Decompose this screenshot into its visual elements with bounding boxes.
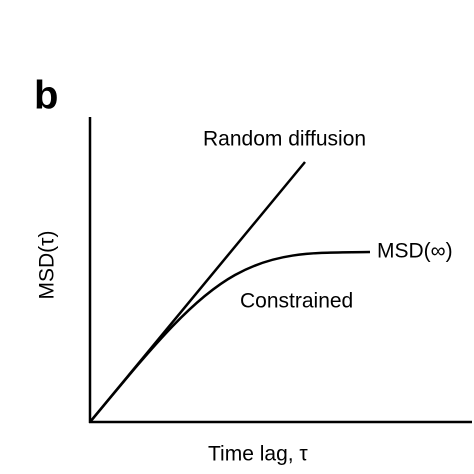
random-label: Random diffusion — [203, 128, 366, 151]
panel-label: b — [34, 74, 58, 118]
y-axis-label: MSD(τ) — [36, 231, 59, 300]
x-axis-label: Time lag, τ — [208, 443, 308, 466]
constrained-curve — [89, 250, 371, 423]
constrained-label: Constrained — [240, 290, 353, 313]
plateau-label: MSD(∞) — [377, 240, 453, 263]
